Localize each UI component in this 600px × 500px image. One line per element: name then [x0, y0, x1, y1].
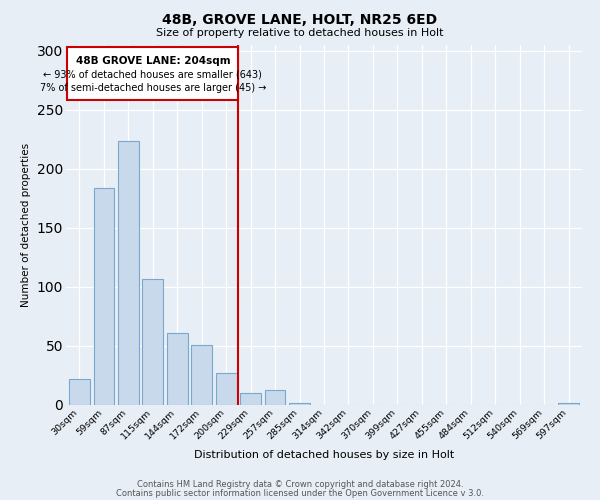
Text: 7% of semi-detached houses are larger (45) →: 7% of semi-detached houses are larger (4…: [40, 83, 266, 93]
Bar: [167, 333, 188, 405]
Y-axis label: Number of detached properties: Number of detached properties: [21, 143, 31, 307]
Bar: [216, 373, 236, 405]
Text: Contains public sector information licensed under the Open Government Licence v : Contains public sector information licen…: [116, 488, 484, 498]
Bar: [191, 345, 212, 405]
Bar: [240, 393, 261, 405]
Text: 48B, GROVE LANE, HOLT, NR25 6ED: 48B, GROVE LANE, HOLT, NR25 6ED: [163, 12, 437, 26]
Bar: [142, 278, 163, 405]
Text: Contains HM Land Registry data © Crown copyright and database right 2024.: Contains HM Land Registry data © Crown c…: [137, 480, 463, 489]
Bar: [265, 390, 286, 405]
FancyBboxPatch shape: [67, 48, 238, 100]
Text: ← 93% of detached houses are smaller (643): ← 93% of detached houses are smaller (64…: [43, 70, 262, 80]
Text: 48B GROVE LANE: 204sqm: 48B GROVE LANE: 204sqm: [76, 56, 230, 66]
Bar: [118, 140, 139, 405]
Bar: [558, 402, 579, 405]
Bar: [94, 188, 114, 405]
Bar: [69, 379, 90, 405]
Text: Size of property relative to detached houses in Holt: Size of property relative to detached ho…: [156, 28, 444, 38]
Bar: [289, 402, 310, 405]
X-axis label: Distribution of detached houses by size in Holt: Distribution of detached houses by size …: [194, 450, 454, 460]
